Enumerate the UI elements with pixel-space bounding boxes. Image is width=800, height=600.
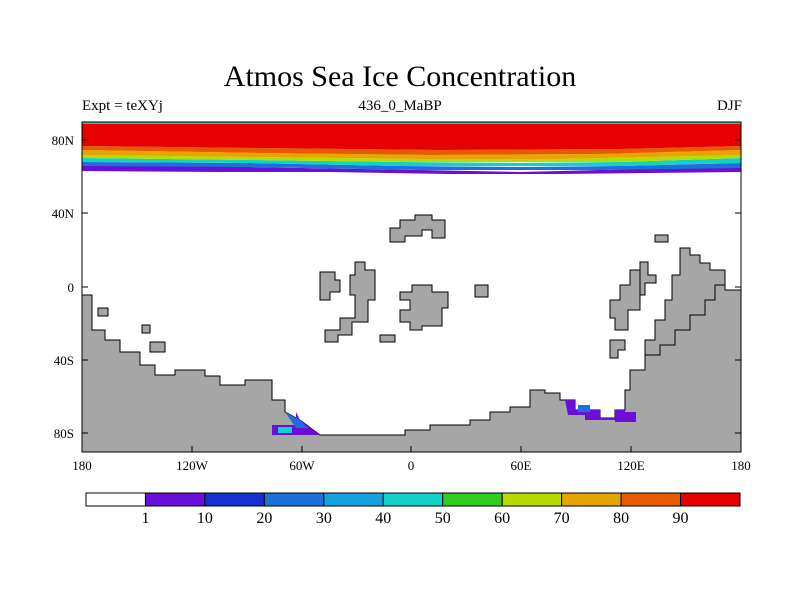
x-tick-label: 180 [72,458,92,473]
colorbar-box [442,492,503,507]
colorbar-box [263,492,325,507]
y-tick-label: 40S [54,353,74,368]
y-tick-label: 80N [52,133,75,148]
colorbar-label: 50 [435,510,451,527]
colorbar-label: 60 [494,510,510,527]
x-tick-label: 120E [617,458,645,473]
colorbar-box [144,492,206,507]
colorbar-label: 70 [554,510,570,527]
colorbar-box [382,492,444,507]
colorbar-label: 80 [613,510,629,527]
arctic-sea-ice [82,122,741,174]
x-tick-label: 60W [289,458,315,473]
y-tick-label: 40N [52,206,75,221]
x-tick-label: 60E [511,458,532,473]
y-tick-label: 80S [54,426,74,441]
colorbar-label: 1 [141,510,149,527]
colorbar-box [323,492,384,507]
colorbar-box [204,492,265,507]
period-label: 436_0_MaBP [358,98,442,114]
map-title: Atmos Sea Ice Concentration [223,60,577,93]
colorbar-box [620,492,682,507]
colorbar-box [561,492,622,507]
colorbar-label: 10 [197,510,213,527]
land-masses [82,214,741,452]
map-plot-area [82,122,741,452]
colorbar-label: 30 [316,510,332,527]
y-axis [82,139,741,434]
colorbar-box [680,492,741,507]
colorbar-label: 40 [375,510,391,527]
x-tick-label: 180 [731,458,751,473]
experiment-label: Expt = teXYj [82,98,163,114]
y-tick-label: 0 [68,280,75,295]
x-tick-label: 120W [176,458,209,473]
colorbar-label: 20 [256,510,272,527]
x-tick-label: 0 [408,458,415,473]
colorbar-label: 90 [673,510,689,527]
colorbar-box [85,492,146,507]
southern-sea-ice [272,400,636,435]
season-label: DJF [716,98,742,114]
colorbar-box [501,492,563,507]
colorbar: 1 10 20 30 40 50 60 70 80 90 [85,492,741,527]
x-axis [81,446,742,452]
